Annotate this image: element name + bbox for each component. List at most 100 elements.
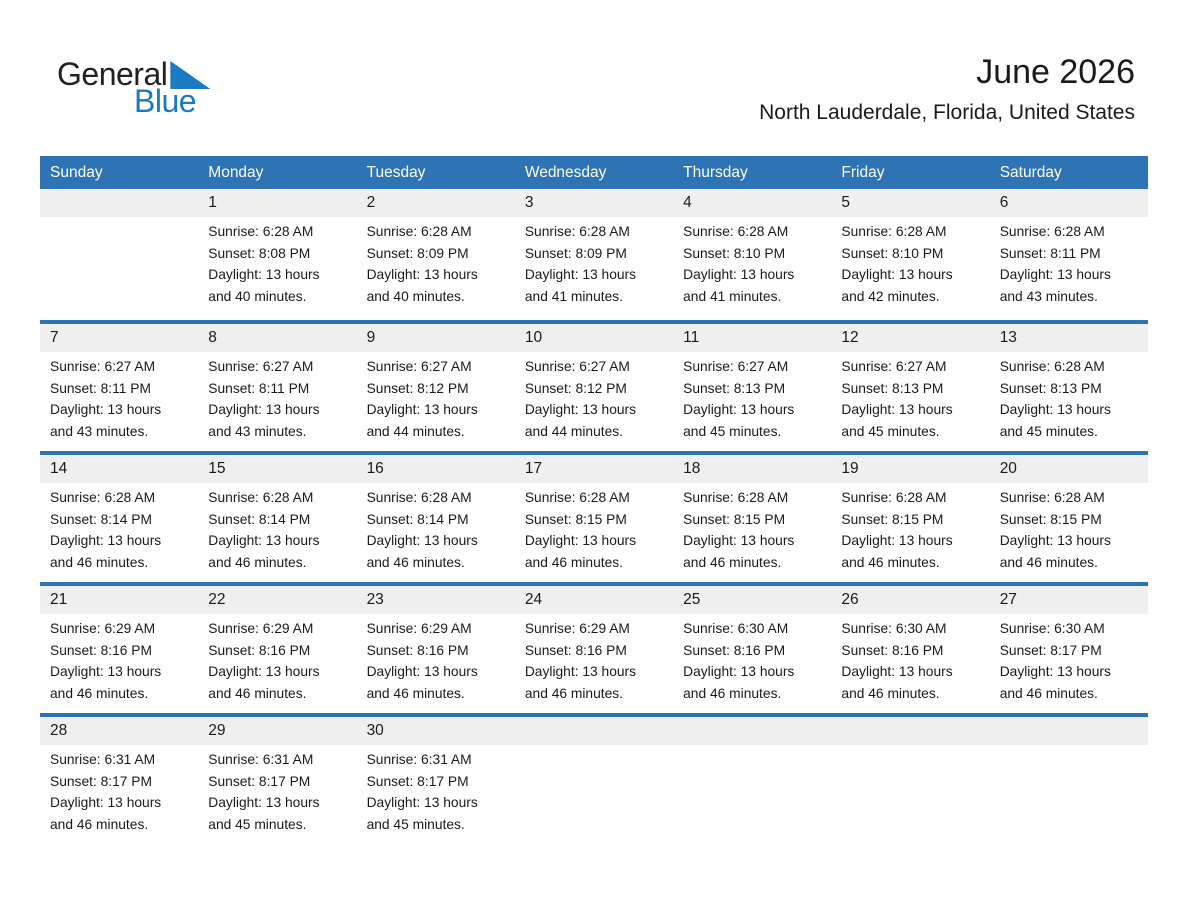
daylight-text: Daylight: 13 hours and 42 minutes. <box>841 267 953 304</box>
sunset-text: Sunset: 8:09 PM <box>524 245 627 261</box>
day-number: 21 <box>40 586 199 614</box>
day-number: 23 <box>356 586 515 614</box>
sunset-text: Sunset: 8:11 PM <box>208 380 310 396</box>
day-details: Sunrise: 6:31 AM Sunset: 8:17 PM Daylight:… <box>198 745 356 835</box>
day-number <box>514 717 674 745</box>
day-number <box>831 717 990 745</box>
day-cell: 15 Sunrise: 6:28 AM Sunset: 8:14 PM Dayligh… <box>198 455 357 582</box>
weekday-header-cell: Saturday <box>999 164 1062 181</box>
daylight-text: Daylight: 13 hours and 46 minutes. <box>208 664 320 701</box>
sunrise-text: Sunrise: 6:28 AM <box>208 490 314 505</box>
sunrise-text: Sunrise: 6:28 AM <box>683 490 789 505</box>
day-number <box>989 717 1148 745</box>
day-details: Sunrise: 6:27 AM Sunset: 8:13 PM Daylight:… <box>673 352 831 442</box>
location-subtitle: North Lauderdale, Florida, United States <box>759 100 1135 124</box>
sunset-text: Sunset: 8:15 PM <box>999 511 1102 527</box>
day-cell: 23 Sunrise: 6:29 AM Sunset: 8:16 PM Dayligh… <box>356 586 515 713</box>
day-details: Sunrise: 6:28 AM Sunset: 8:14 PM Daylight:… <box>357 483 515 573</box>
day-details: Sunrise: 6:28 AM Sunset: 8:13 PM Daylight:… <box>990 352 1148 442</box>
calendar-weeks: 1 Sunrise: 6:28 AM Sunset: 8:08 PM Daylight… <box>40 189 1148 844</box>
day-cell: 26 Sunrise: 6:30 AM Sunset: 8:16 PM Dayligh… <box>831 586 990 713</box>
day-details: Sunrise: 6:28 AM Sunset: 8:09 PM Daylight:… <box>515 217 673 307</box>
sunset-text: Sunset: 8:13 PM <box>683 380 786 396</box>
sunrise-text: Sunrise: 6:28 AM <box>841 490 947 505</box>
sunset-text: Sunset: 8:16 PM <box>683 642 786 658</box>
day-number: 29 <box>198 717 357 745</box>
daylight-text: Daylight: 13 hours and 46 minutes. <box>683 664 795 701</box>
sunrise-text: Sunrise: 6:28 AM <box>999 224 1105 239</box>
empty-day-cell <box>831 717 990 844</box>
day-cell: 21 Sunrise: 6:29 AM Sunset: 8:16 PM Dayligh… <box>40 586 199 713</box>
day-cell: 10 Sunrise: 6:27 AM Sunset: 8:12 PM Dayligh… <box>514 324 674 451</box>
logo-text-blue: Blue <box>134 83 197 119</box>
day-number: 13 <box>989 324 1148 352</box>
day-cell: 20 Sunrise: 6:28 AM Sunset: 8:15 PM Dayligh… <box>989 455 1148 582</box>
day-cell: 2 Sunrise: 6:28 AM Sunset: 8:09 PM Daylight… <box>356 189 515 320</box>
day-details: Sunrise: 6:27 AM Sunset: 8:11 PM Daylight:… <box>40 352 198 442</box>
sunset-text: Sunset: 8:16 PM <box>841 642 944 658</box>
day-number: 20 <box>989 455 1148 483</box>
weekday-header-cell: Wednesday <box>524 164 607 181</box>
sunrise-text: Sunrise: 6:28 AM <box>999 490 1105 505</box>
sunset-text: Sunset: 8:16 PM <box>208 642 311 658</box>
calendar-table: Sunday Monday Tuesday Wednesday Thursday Frid… <box>40 156 1148 844</box>
sunset-text: Sunset: 8:13 PM <box>841 380 944 396</box>
day-details: Sunrise: 6:30 AM Sunset: 8:16 PM Daylight:… <box>831 614 989 704</box>
sunset-text: Sunset: 8:15 PM <box>841 511 944 527</box>
day-details: Sunrise: 6:29 AM Sunset: 8:16 PM Daylight:… <box>40 614 198 704</box>
sunrise-text: Sunrise: 6:27 AM <box>50 359 156 374</box>
day-cell: 3 Sunrise: 6:28 AM Sunset: 8:09 PM Daylight… <box>514 189 674 320</box>
daylight-text: Daylight: 13 hours and 44 minutes. <box>366 402 478 439</box>
empty-day-cell <box>514 717 674 844</box>
day-cell: 5 Sunrise: 6:28 AM Sunset: 8:10 PM Daylight… <box>831 189 990 320</box>
sunrise-text: Sunrise: 6:28 AM <box>366 490 472 505</box>
day-details: Sunrise: 6:28 AM Sunset: 8:14 PM Daylight:… <box>40 483 198 573</box>
daylight-text: Daylight: 13 hours and 46 minutes. <box>50 795 162 832</box>
daylight-text: Daylight: 13 hours and 46 minutes. <box>683 533 795 570</box>
day-details: Sunrise: 6:28 AM Sunset: 8:15 PM Daylight:… <box>673 483 831 573</box>
daylight-text: Daylight: 13 hours and 41 minutes. <box>524 267 637 304</box>
day-cell: 27 Sunrise: 6:30 AM Sunset: 8:17 PM Dayligh… <box>989 586 1148 713</box>
daylight-text: Daylight: 13 hours and 46 minutes. <box>841 533 953 570</box>
day-details: Sunrise: 6:29 AM Sunset: 8:16 PM Daylight:… <box>357 614 515 704</box>
day-details: Sunrise: 6:28 AM Sunset: 8:08 PM Daylight:… <box>198 217 356 307</box>
day-details: Sunrise: 6:28 AM Sunset: 8:10 PM Daylight:… <box>831 217 989 307</box>
sunset-text: Sunset: 8:14 PM <box>50 511 153 527</box>
sunset-text: Sunset: 8:16 PM <box>50 642 153 658</box>
day-cell: 13 Sunrise: 6:28 AM Sunset: 8:13 PM Dayligh… <box>989 324 1148 451</box>
sunset-text: Sunset: 8:15 PM <box>683 511 786 527</box>
weekday-header-cell: Tuesday <box>366 164 426 181</box>
day-number: 8 <box>198 324 357 352</box>
day-details: Sunrise: 6:31 AM Sunset: 8:17 PM Daylight:… <box>40 745 198 835</box>
day-number: 26 <box>831 586 990 614</box>
week-row: 1 Sunrise: 6:28 AM Sunset: 8:08 PM Daylight… <box>40 189 1148 320</box>
sunset-text: Sunset: 8:17 PM <box>999 642 1102 658</box>
day-number: 19 <box>831 455 990 483</box>
day-details: Sunrise: 6:28 AM Sunset: 8:10 PM Daylight:… <box>673 217 831 307</box>
sunrise-text: Sunrise: 6:30 AM <box>841 621 947 636</box>
day-details: Sunrise: 6:30 AM Sunset: 8:17 PM Daylight:… <box>990 614 1148 704</box>
day-number: 22 <box>198 586 357 614</box>
logo-line-1: General <box>57 58 211 90</box>
sunset-text: Sunset: 8:10 PM <box>683 245 786 261</box>
sunrise-text: Sunrise: 6:27 AM <box>366 359 472 374</box>
day-number: 18 <box>673 455 832 483</box>
sunrise-text: Sunrise: 6:28 AM <box>999 359 1105 374</box>
sunrise-text: Sunrise: 6:27 AM <box>683 359 789 374</box>
day-cell: 24 Sunrise: 6:29 AM Sunset: 8:16 PM Dayligh… <box>514 586 674 713</box>
month-title: June 2026 <box>976 53 1135 91</box>
sunset-text: Sunset: 8:09 PM <box>366 245 469 261</box>
daylight-text: Daylight: 13 hours and 43 minutes. <box>999 267 1111 304</box>
day-cell: 28 Sunrise: 6:31 AM Sunset: 8:17 PM Dayligh… <box>40 717 199 844</box>
sunrise-text: Sunrise: 6:29 AM <box>524 621 630 636</box>
day-number: 3 <box>514 189 674 217</box>
day-cell: 19 Sunrise: 6:28 AM Sunset: 8:15 PM Dayligh… <box>831 455 990 582</box>
daylight-text: Daylight: 13 hours and 46 minutes. <box>208 533 320 570</box>
day-cell: 8 Sunrise: 6:27 AM Sunset: 8:11 PM Daylight… <box>198 324 357 451</box>
sunrise-text: Sunrise: 6:31 AM <box>366 752 472 767</box>
day-number: 5 <box>831 189 990 217</box>
daylight-text: Daylight: 13 hours and 45 minutes. <box>683 402 795 439</box>
sunrise-text: Sunrise: 6:27 AM <box>841 359 947 374</box>
day-number: 14 <box>40 455 199 483</box>
day-details: Sunrise: 6:28 AM Sunset: 8:15 PM Daylight:… <box>515 483 673 573</box>
